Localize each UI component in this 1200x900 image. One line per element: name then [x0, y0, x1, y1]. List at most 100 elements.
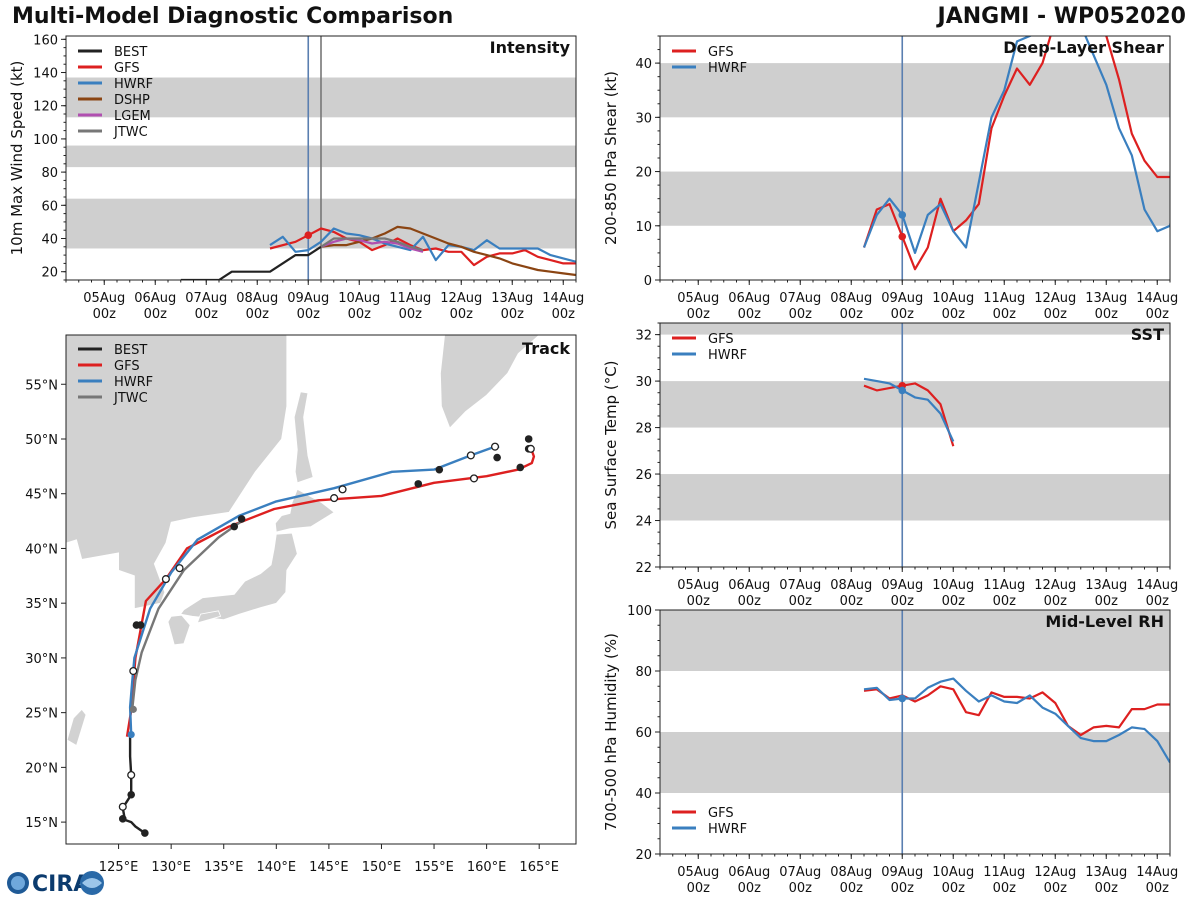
lat-tick-label: 30°N [25, 652, 58, 667]
lon-tick-label: 155°E [414, 860, 454, 875]
lat-tick-label: 50°N [25, 433, 58, 448]
jtwc-series-line [320, 237, 424, 252]
y-tick-label: 20 [635, 848, 652, 863]
track-forecast-dot [338, 485, 347, 494]
rh-y-axis-label: 700-500 hPa Humidity (%) [602, 633, 620, 831]
x-tick-date: 14Aug [542, 291, 584, 306]
y-tick-label: 160 [33, 33, 58, 48]
intensity-panel-title: Intensity [490, 38, 571, 57]
x-tick-hour: 00z [738, 881, 762, 896]
shaded-band [660, 323, 1170, 335]
x-tick-date: 09Aug [287, 291, 329, 306]
hwrf-series-line [862, 36, 1170, 254]
lat-tick-label: 20°N [25, 761, 58, 776]
y-tick-label: 100 [627, 604, 652, 619]
legend-label-hwrf: HWRF [114, 375, 153, 390]
legend-label-hwrf: HWRF [708, 348, 747, 363]
y-tick-label: 40 [635, 787, 652, 802]
x-tick-date: 08Aug [830, 291, 872, 306]
x-tick-date: 09Aug [881, 578, 923, 593]
x-tick-date: 09Aug [881, 865, 923, 880]
y-tick-label: 120 [33, 100, 58, 115]
x-tick-hour: 00z [891, 594, 915, 609]
x-tick-date: 07Aug [779, 865, 821, 880]
x-tick-hour: 00z [891, 307, 915, 322]
shaded-band [660, 610, 1170, 671]
hwrf-series-line [269, 227, 576, 263]
y-tick-label: 40 [41, 233, 58, 248]
x-tick-hour: 00z [687, 594, 711, 609]
kamchatka-shape [439, 335, 540, 429]
x-tick-hour: 00z [942, 594, 966, 609]
x-tick-hour: 00z [450, 307, 474, 322]
gfs-series-line [863, 382, 955, 447]
x-tick-hour: 00z [942, 307, 966, 322]
japan-shikoku-shape [196, 610, 222, 624]
x-tick-date: 14Aug [1136, 578, 1178, 593]
x-tick-hour: 00z [1095, 881, 1119, 896]
gfs-series-line [862, 36, 1170, 271]
x-tick-date: 13Aug [491, 291, 533, 306]
x-tick-date: 10Aug [932, 578, 974, 593]
shear-panel: 01020304005Aug00z06Aug00z07Aug00z08Aug00… [602, 35, 1178, 322]
x-tick-date: 06Aug [728, 291, 770, 306]
lon-tick-label: 135°E [204, 860, 244, 875]
rh-panel: 2040608010005Aug00z06Aug00z07Aug00z08Aug… [602, 604, 1178, 896]
x-tick-date: 12Aug [440, 291, 482, 306]
lon-tick-label: 150°E [362, 860, 402, 875]
x-tick-hour: 00z [1095, 307, 1119, 322]
x-tick-hour: 00z [738, 594, 762, 609]
track-forecast-dot [526, 444, 535, 453]
track-position-dot [141, 829, 149, 837]
track-forecast-dot [161, 575, 170, 584]
storm-title: JANGMI - WP052020 [937, 4, 1186, 29]
y-tick-label: 32 [635, 329, 652, 344]
x-tick-date: 11Aug [983, 865, 1025, 880]
y-tick-label: 60 [41, 199, 58, 214]
track-forecast-dot [466, 451, 475, 460]
x-tick-date: 07Aug [779, 291, 821, 306]
x-tick-date: 13Aug [1085, 865, 1127, 880]
track-forecast-dot [469, 474, 479, 483]
intensity-plot-area [66, 36, 576, 280]
legend-label-hwrf: HWRF [708, 61, 747, 76]
track-frame [65, 334, 577, 845]
y-tick-label: 20 [41, 266, 58, 281]
x-tick-date: 06Aug [134, 291, 176, 306]
hwrf-current-dot [127, 730, 135, 739]
hwrf-current-marker [898, 694, 907, 703]
legend-label-gfs: GFS [114, 359, 140, 374]
x-tick-hour: 00z [789, 881, 813, 896]
y-tick-label: 20 [635, 166, 652, 181]
y-tick-label: 26 [635, 468, 652, 483]
x-tick-hour: 00z [1044, 881, 1068, 896]
x-tick-hour: 00z [1146, 594, 1170, 609]
lon-tick-label: 130°E [151, 860, 191, 875]
x-tick-date: 12Aug [1034, 578, 1076, 593]
asia-mainland-shape [66, 335, 288, 610]
japan-honshu-shape [179, 532, 298, 621]
legend-label-jtwc: JTWC [113, 391, 148, 406]
x-tick-hour: 00z [93, 307, 117, 322]
shaded-band [660, 381, 1170, 428]
x-tick-hour: 00z [246, 307, 270, 322]
track-forecast-dot [118, 802, 127, 811]
x-tick-hour: 00z [348, 307, 372, 322]
rh-panel-title: Mid-Level RH [1045, 612, 1164, 631]
x-tick-hour: 00z [993, 881, 1017, 896]
track-position-dot [118, 815, 127, 823]
x-tick-date: 06Aug [728, 865, 770, 880]
x-tick-hour: 00z [993, 307, 1017, 322]
japan-kyushu-shape [167, 614, 191, 646]
sst-plot-area [660, 323, 1170, 567]
x-tick-date: 14Aug [1136, 291, 1178, 306]
shaded-band [660, 171, 1170, 226]
x-tick-date: 05Aug [677, 291, 719, 306]
x-tick-hour: 00z [687, 881, 711, 896]
sakhalin-shape [293, 391, 314, 484]
legend-label-best: BEST [114, 343, 147, 358]
japan-hokkaido-shape [274, 488, 335, 533]
lat-tick-label: 40°N [25, 542, 58, 557]
track-forecast-dot [127, 770, 136, 780]
